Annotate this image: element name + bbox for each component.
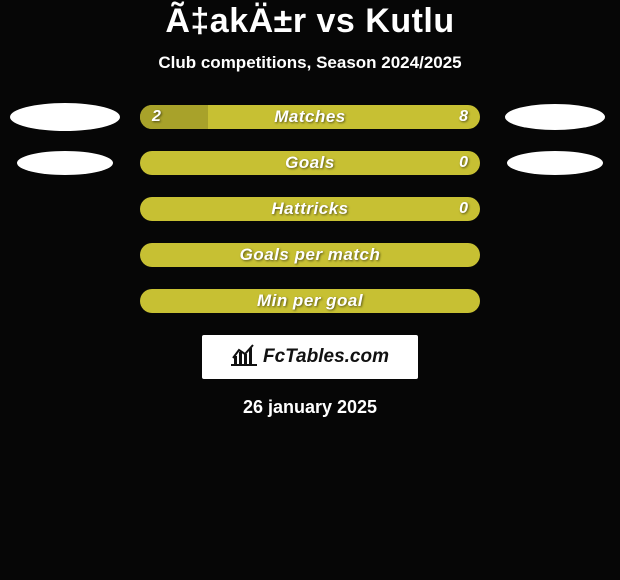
comparison-card: Ã‡akÄ±r vs Kutlu Club competitions, Seas… xyxy=(0,0,620,580)
left-slot xyxy=(10,151,120,175)
stat-row-matches: Matches2 8 xyxy=(0,105,620,129)
player-right-marker xyxy=(505,104,605,130)
player-left-marker xyxy=(17,151,113,175)
logo-text: FcTables.com xyxy=(263,346,389,368)
subtitle: Club competitions, Season 2024/2025 xyxy=(0,53,620,73)
stat-rows: Matches28Goals0Hattricks0Goals per match… xyxy=(0,105,620,313)
stat-value-right: 8 xyxy=(459,105,468,129)
stat-value-left: 2 xyxy=(152,105,161,129)
page-title: Ã‡akÄ±r vs Kutlu xyxy=(0,2,620,41)
stat-bar-min-per-goal: Min per goal xyxy=(140,289,480,313)
logo-box: FcTables.com xyxy=(202,335,418,379)
stat-label: Hattricks xyxy=(140,197,480,221)
date-text: 26 january 2025 xyxy=(0,397,620,418)
right-slot xyxy=(500,104,610,130)
stat-bar-goals-per-match: Goals per match xyxy=(140,243,480,267)
stat-label: Min per goal xyxy=(140,289,480,313)
stat-bar-hattricks: Hattricks0 xyxy=(140,197,480,221)
stat-row-goals: Goals0 xyxy=(0,151,620,175)
stat-value-right: 0 xyxy=(459,151,468,175)
stat-bar-matches: Matches2 8 xyxy=(140,105,480,129)
stat-bar-goals: Goals0 xyxy=(140,151,480,175)
right-slot xyxy=(500,151,610,175)
player-left-marker xyxy=(10,103,120,131)
stat-label: Goals xyxy=(140,151,480,175)
stat-value-right: 0 xyxy=(459,197,468,221)
stat-row-goals-per-match: Goals per match xyxy=(0,243,620,267)
stat-row-hattricks: Hattricks0 xyxy=(0,197,620,221)
stat-row-min-per-goal: Min per goal xyxy=(0,289,620,313)
stat-label: Matches xyxy=(140,105,480,129)
chart-icon xyxy=(231,344,257,371)
player-right-marker xyxy=(507,151,603,175)
left-slot xyxy=(10,103,120,131)
stat-label: Goals per match xyxy=(140,243,480,267)
